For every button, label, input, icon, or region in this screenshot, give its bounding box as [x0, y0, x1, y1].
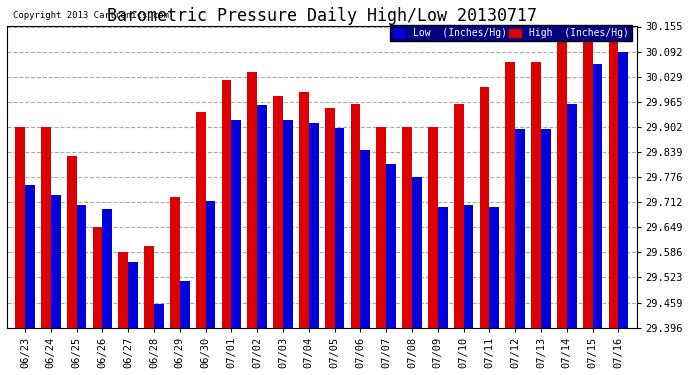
Bar	[144, 246, 154, 328]
Bar	[454, 104, 464, 328]
Bar	[299, 92, 309, 328]
Bar	[170, 197, 180, 328]
Bar	[377, 127, 386, 328]
Bar	[257, 105, 267, 328]
Bar	[583, 27, 593, 328]
Bar	[480, 87, 489, 328]
Bar	[506, 62, 515, 328]
Bar	[102, 209, 112, 328]
Bar	[51, 195, 61, 328]
Bar	[531, 62, 541, 328]
Bar	[489, 207, 500, 328]
Bar	[128, 262, 138, 328]
Bar	[438, 207, 448, 328]
Bar	[92, 227, 102, 328]
Title: Barometric Pressure Daily High/Low 20130717: Barometric Pressure Daily High/Low 20130…	[107, 7, 537, 25]
Bar	[335, 128, 344, 328]
Bar	[541, 129, 551, 328]
Bar	[180, 280, 190, 328]
Bar	[154, 304, 164, 328]
Bar	[593, 64, 602, 328]
Bar	[25, 185, 34, 328]
Bar	[283, 120, 293, 328]
Bar	[515, 129, 525, 328]
Bar	[567, 104, 577, 328]
Bar	[464, 205, 473, 328]
Bar	[360, 150, 371, 328]
Bar	[557, 37, 567, 328]
Bar	[273, 96, 283, 328]
Bar	[15, 127, 25, 328]
Bar	[309, 123, 319, 328]
Bar	[402, 127, 412, 328]
Bar	[351, 104, 360, 328]
Bar	[221, 80, 231, 328]
Bar	[41, 127, 51, 328]
Bar	[412, 177, 422, 328]
Bar	[67, 156, 77, 328]
Text: Copyright 2013 Cartronics.com: Copyright 2013 Cartronics.com	[13, 12, 169, 21]
Bar	[248, 72, 257, 328]
Bar	[386, 164, 396, 328]
Bar	[609, 27, 618, 328]
Bar	[231, 120, 241, 328]
Bar	[206, 201, 215, 328]
Bar	[428, 127, 438, 328]
Bar	[119, 252, 128, 328]
Legend: Low  (Inches/Hg), High  (Inches/Hg): Low (Inches/Hg), High (Inches/Hg)	[390, 26, 631, 41]
Bar	[618, 51, 629, 328]
Bar	[77, 205, 86, 328]
Bar	[325, 108, 335, 328]
Bar	[196, 112, 206, 328]
